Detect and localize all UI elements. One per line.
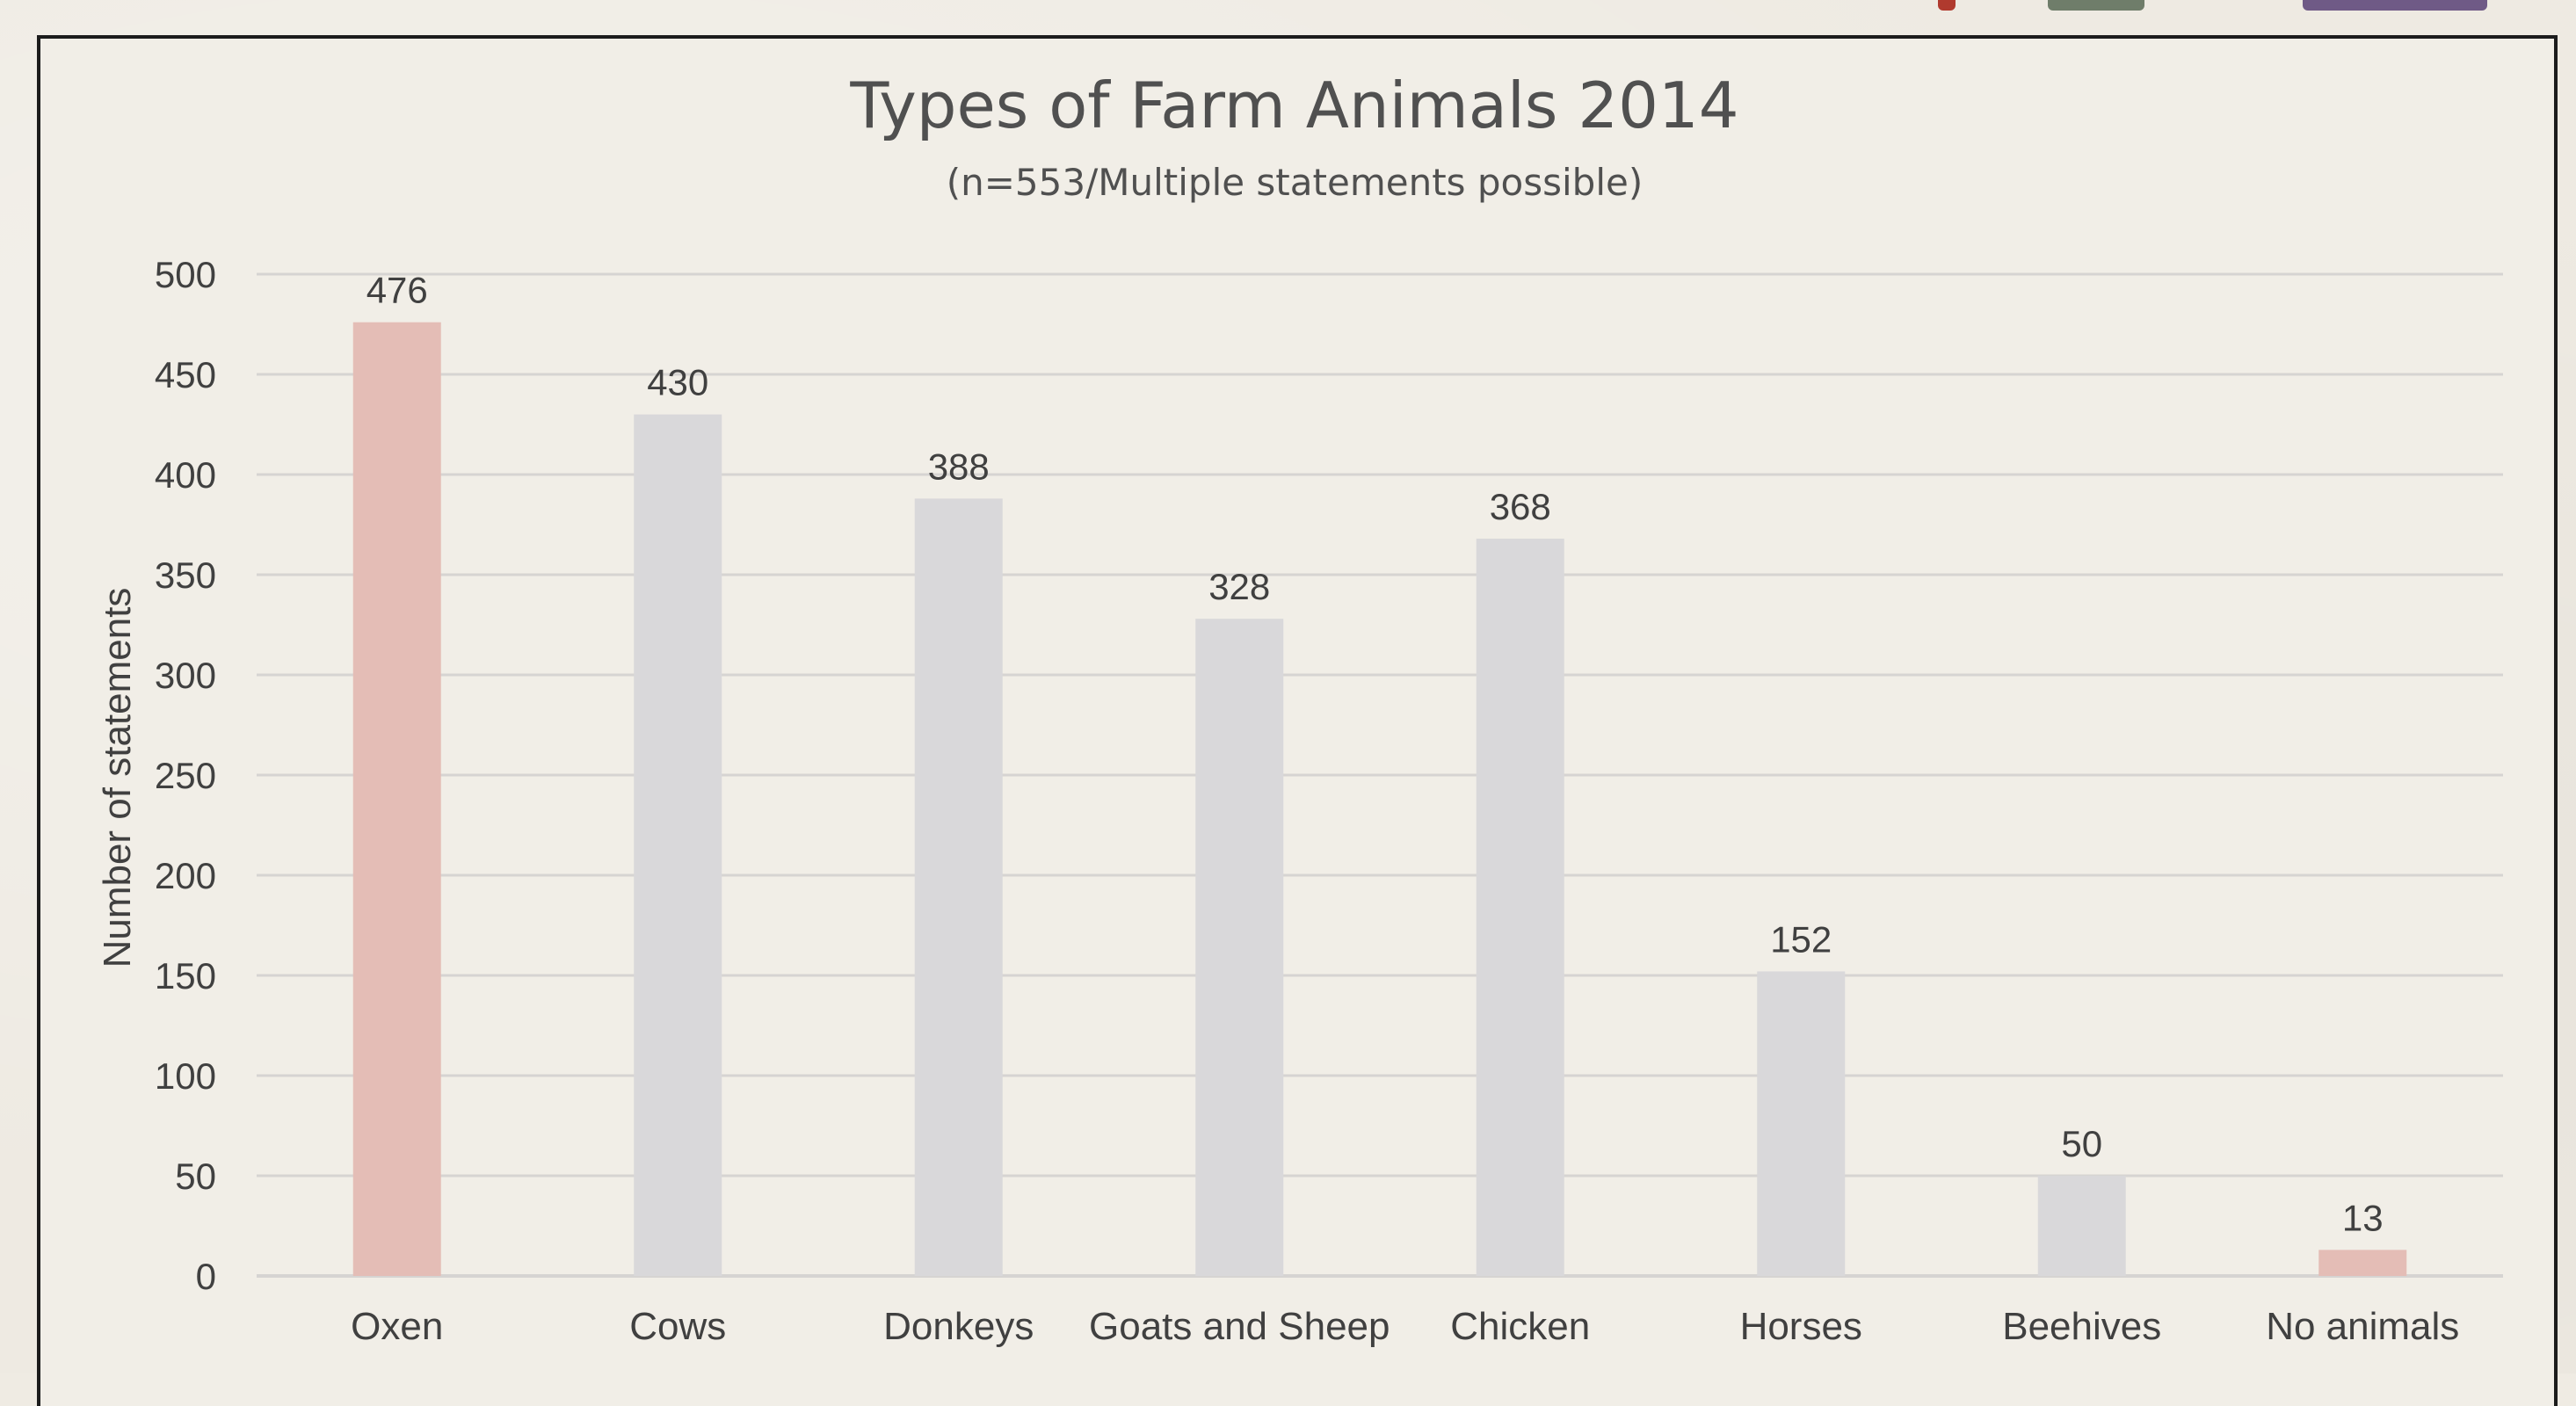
y-axis-ticks: 0 50 100 150 200 250 300 350 400 450 500: [155, 254, 216, 1297]
data-label: 50: [2061, 1123, 2102, 1164]
gridlines: [257, 272, 2503, 1278]
bar: [2318, 1250, 2407, 1276]
x-tick-label: Chicken: [1450, 1305, 1590, 1348]
x-tick-label: Goats and Sheep: [1089, 1305, 1390, 1348]
y-tick-label: 500: [155, 254, 216, 295]
bars: [352, 322, 2407, 1277]
bar: [1195, 619, 1284, 1276]
data-label: 328: [1208, 566, 1270, 607]
data-label: 388: [928, 446, 990, 487]
bar: [352, 322, 441, 1277]
bar: [634, 414, 722, 1277]
x-tick-label: Donkeys: [883, 1305, 1034, 1348]
y-tick-label: 400: [155, 454, 216, 496]
data-label: 368: [1490, 486, 1551, 527]
y-tick-label: 250: [155, 755, 216, 796]
y-tick-label: 200: [155, 855, 216, 896]
data-label: 13: [2342, 1197, 2384, 1238]
data-label: 152: [1770, 918, 1832, 960]
y-tick-label: 0: [196, 1256, 216, 1297]
decoration-mark-green: [2048, 0, 2144, 11]
y-tick-label: 300: [155, 655, 216, 696]
bar: [2037, 1176, 2126, 1276]
bar: [914, 498, 1003, 1276]
data-labels: 476 430 388 328 368 152 50 13: [366, 270, 2384, 1239]
x-tick-label: Horses: [1740, 1305, 1862, 1348]
y-tick-label: 350: [155, 554, 216, 596]
x-tick-label: Cows: [629, 1305, 726, 1348]
y-axis-label: Number of statements: [96, 588, 139, 968]
bar-chart: Types of Farm Animals 2014 (n=553/Multip…: [96, 69, 2503, 1348]
bar: [1476, 538, 1564, 1276]
chart-title: Types of Farm Animals 2014: [849, 69, 1738, 142]
x-tick-label: No animals: [2266, 1305, 2459, 1348]
data-label: 476: [366, 270, 428, 311]
y-tick-label: 100: [155, 1055, 216, 1097]
data-label: 430: [647, 362, 708, 403]
y-tick-label: 450: [155, 354, 216, 395]
bar: [1757, 971, 1846, 1276]
chart-subtitle: (n=553/Multiple statements possible): [947, 161, 1644, 204]
x-tick-label: Beehives: [2002, 1305, 2161, 1348]
y-tick-label: 50: [175, 1156, 216, 1197]
chart-frame: [37, 35, 2558, 1406]
decoration-mark-purple: [2303, 0, 2487, 11]
decoration-mark-red: [1938, 0, 1956, 11]
y-tick-label: 150: [155, 955, 216, 997]
x-axis-ticks: Oxen Cows Donkeys Goats and Sheep Chicken Hor…: [351, 1305, 2459, 1348]
x-tick-label: Oxen: [351, 1305, 443, 1348]
